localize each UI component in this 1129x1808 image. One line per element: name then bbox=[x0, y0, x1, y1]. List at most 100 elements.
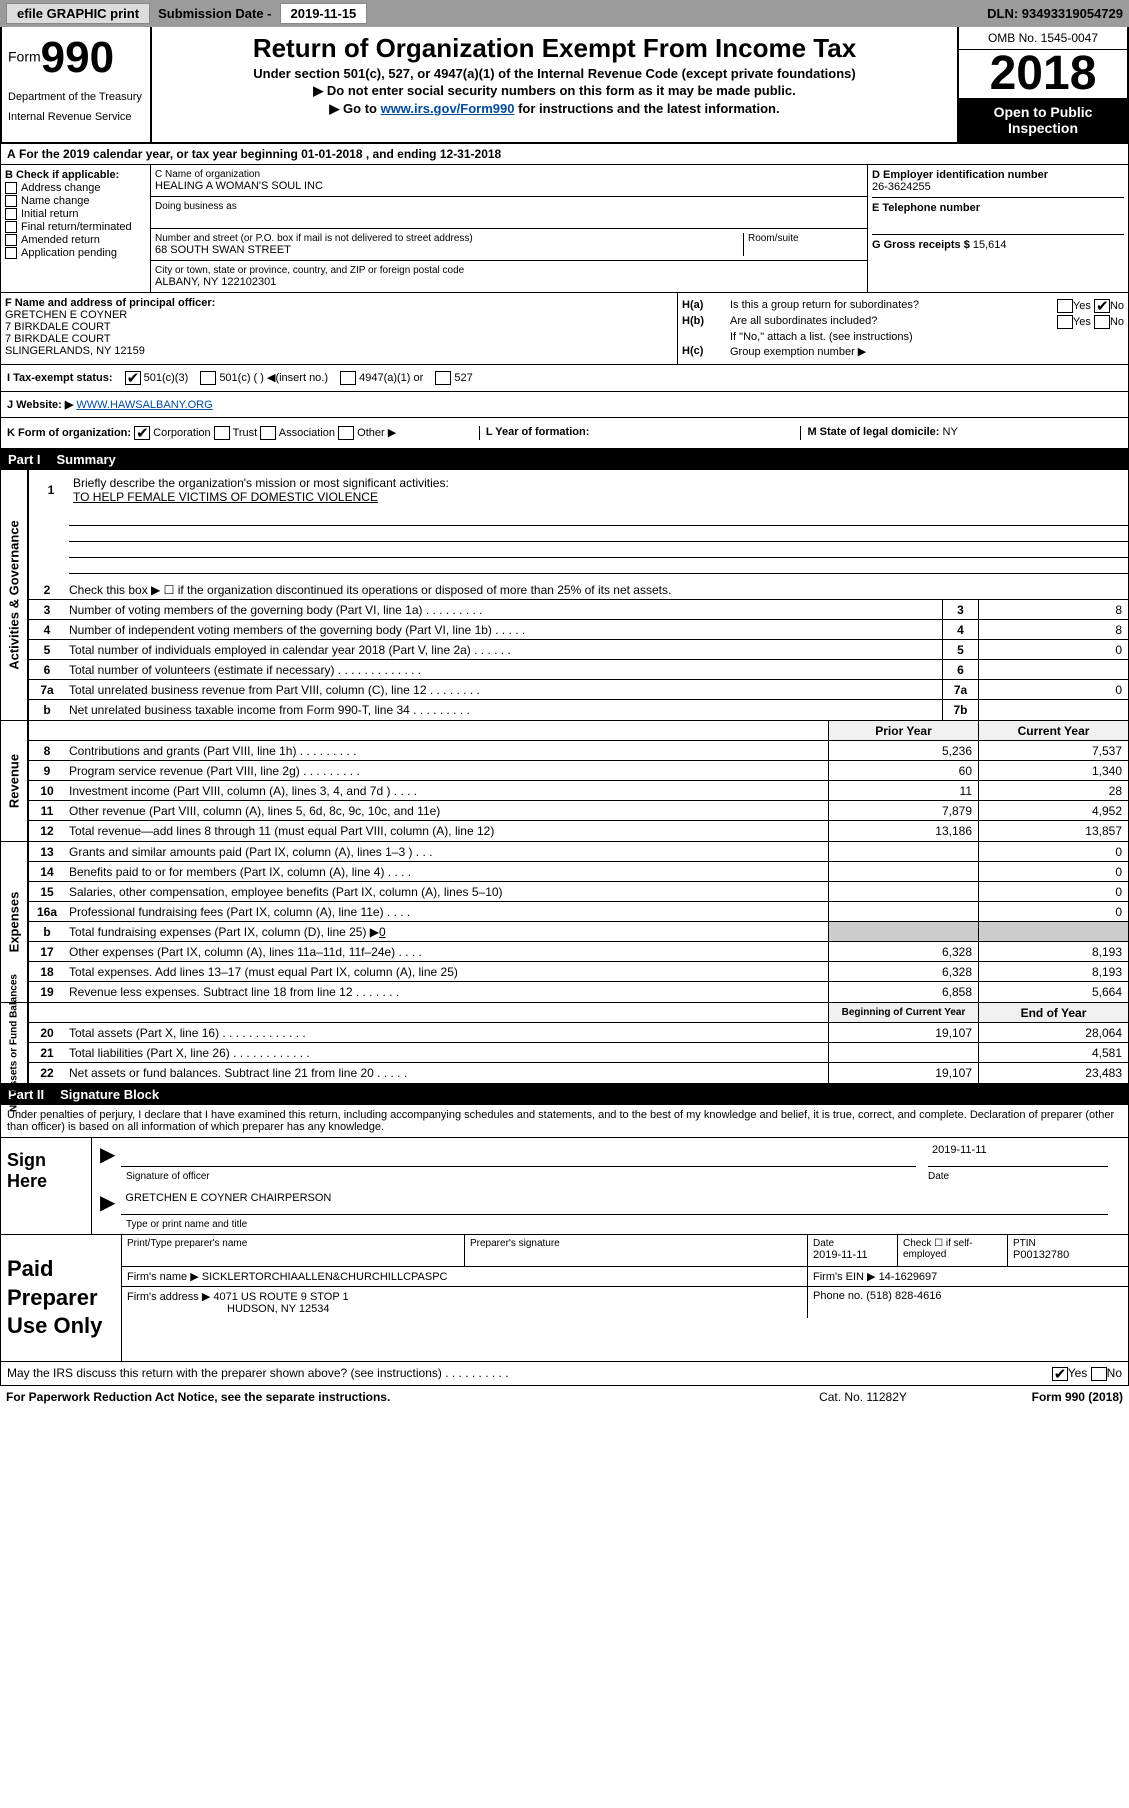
discuss-yesno[interactable]: Yes No bbox=[1052, 1366, 1122, 1381]
rot-net-assets: Net Assets or Fund Balances bbox=[1, 1003, 29, 1083]
checkbox-icon bbox=[5, 234, 17, 246]
opt-527[interactable]: 527 bbox=[435, 371, 472, 385]
line-desc: Total number of volunteers (estimate if … bbox=[65, 661, 942, 679]
opt-text: Name change bbox=[21, 195, 90, 207]
line-desc: Number of independent voting members of … bbox=[65, 621, 942, 639]
form-number: Form990 bbox=[8, 33, 144, 83]
line-num: b bbox=[29, 700, 65, 720]
checkbox-icon bbox=[338, 426, 354, 440]
current-val: 8,193 bbox=[978, 942, 1128, 961]
d-ein-label: D Employer identification number bbox=[872, 169, 1124, 181]
ptin-val: P00132780 bbox=[1013, 1249, 1123, 1261]
yes-checkbox-icon bbox=[1057, 315, 1073, 329]
check-app-pending[interactable]: Application pending bbox=[5, 247, 146, 259]
line-num: 9 bbox=[29, 761, 65, 780]
prior-val: 6,858 bbox=[828, 982, 978, 1002]
line-num: 21 bbox=[29, 1043, 65, 1062]
check-name-change[interactable]: Name change bbox=[5, 195, 146, 207]
mission-line bbox=[69, 544, 1128, 558]
hb-yesno[interactable]: Yes No bbox=[1004, 315, 1124, 329]
checkbox-icon bbox=[214, 426, 230, 440]
k-trust[interactable]: Trust bbox=[214, 427, 258, 439]
line-box: 6 bbox=[942, 660, 978, 679]
k-other[interactable]: Other ▶ bbox=[338, 427, 396, 439]
part-i-header: Part I Summary bbox=[0, 449, 1129, 470]
sig-declaration: Under penalties of perjury, I declare th… bbox=[1, 1105, 1128, 1137]
summary-governance: Activities & Governance 1 Briefly descri… bbox=[0, 470, 1129, 721]
discuss-row: May the IRS discuss this return with the… bbox=[0, 1362, 1129, 1386]
k-assoc[interactable]: Association bbox=[260, 427, 335, 439]
col-prior: Prior Year bbox=[828, 721, 978, 740]
no-checkbox-icon bbox=[1091, 1367, 1107, 1381]
irs-link[interactable]: www.irs.gov/Form990 bbox=[381, 101, 515, 116]
check-initial-return[interactable]: Initial return bbox=[5, 208, 146, 220]
line-val: 8 bbox=[978, 600, 1128, 619]
end-val: 23,483 bbox=[978, 1063, 1128, 1083]
prep-date-label: Date bbox=[813, 1238, 892, 1249]
yes-text: Yes bbox=[1068, 1366, 1088, 1380]
row-a-text: For the 2019 calendar year, or tax year … bbox=[19, 147, 501, 161]
d-ein-val: 26-3624255 bbox=[872, 181, 1124, 193]
line-desc: Net assets or fund balances. Subtract li… bbox=[65, 1064, 828, 1082]
begin-val bbox=[828, 1043, 978, 1062]
summary-expenses: Expenses 13Grants and similar amounts pa… bbox=[0, 842, 1129, 1003]
prep-date-val: 2019-11-11 bbox=[813, 1249, 892, 1261]
form-ref: Form 990 (2018) bbox=[963, 1390, 1123, 1404]
line-val bbox=[978, 700, 1128, 720]
line-desc: Other expenses (Part IX, column (A), lin… bbox=[65, 943, 828, 961]
line-num: 11 bbox=[29, 801, 65, 820]
no-checkbox-icon bbox=[1094, 299, 1110, 313]
line-desc: Other revenue (Part VIII, column (A), li… bbox=[65, 802, 828, 820]
prep-self-emp[interactable]: Check ☐ if self-employed bbox=[898, 1235, 1008, 1266]
form-number-text: 990 bbox=[41, 33, 114, 82]
subtitle-3: ▶ Go to www.irs.gov/Form990 for instruct… bbox=[158, 101, 951, 117]
l16b-pre: Total fundraising expenses (Part IX, col… bbox=[69, 925, 379, 939]
line-num: 20 bbox=[29, 1023, 65, 1042]
line-num: 18 bbox=[29, 962, 65, 981]
prior-val bbox=[828, 902, 978, 921]
opt-text: Association bbox=[279, 427, 335, 439]
dept-treasury: Department of the Treasury bbox=[8, 91, 144, 103]
section-i-tax-status: I Tax-exempt status: 501(c)(3) 501(c) ( … bbox=[0, 365, 1129, 392]
h-note: If "No," attach a list. (see instruction… bbox=[730, 331, 1124, 343]
line-desc: Net unrelated business taxable income fr… bbox=[65, 701, 942, 719]
opt-501c3[interactable]: 501(c)(3) bbox=[125, 371, 189, 385]
k-corp[interactable]: Corporation bbox=[134, 427, 211, 439]
signature-field[interactable] bbox=[121, 1142, 916, 1167]
phone-val: (518) 828-4616 bbox=[866, 1290, 941, 1302]
efile-button[interactable]: efile GRAPHIC print bbox=[6, 3, 150, 24]
line-desc: Briefly describe the organization's miss… bbox=[73, 476, 1120, 490]
website-link[interactable]: WWW.HAWSALBANY.ORG bbox=[76, 399, 212, 411]
firm-name-val: SICKLERTORCHIAALLEN&CHURCHILLCPASPC bbox=[202, 1271, 448, 1283]
firm-addr-2: HUDSON, NY 12534 bbox=[227, 1303, 330, 1315]
sub3-post: for instructions and the latest informat… bbox=[514, 101, 779, 116]
no-checkbox-icon bbox=[1094, 315, 1110, 329]
b-title: B Check if applicable: bbox=[5, 169, 146, 181]
phone-label: Phone no. bbox=[813, 1290, 866, 1302]
line-num: 6 bbox=[29, 660, 65, 679]
line-desc: Total unrelated business revenue from Pa… bbox=[65, 681, 942, 699]
prior-val: 6,328 bbox=[828, 942, 978, 961]
officer-addr1: 7 BIRKDALE COURT bbox=[5, 321, 673, 333]
line-num: 19 bbox=[29, 982, 65, 1002]
line-box: 4 bbox=[942, 620, 978, 639]
firm-addr-1: 4071 US ROUTE 9 STOP 1 bbox=[213, 1291, 348, 1303]
c-addr-cell: Number and street (or P.O. box if mail i… bbox=[151, 229, 867, 261]
section-klm: K Form of organization: Corporation Trus… bbox=[0, 418, 1129, 449]
line-desc: Benefits paid to or for members (Part IX… bbox=[65, 863, 828, 881]
current-val: 1,340 bbox=[978, 761, 1128, 780]
opt-501c[interactable]: 501(c) ( ) ◀(insert no.) bbox=[200, 371, 328, 385]
sign-here-label: Sign Here bbox=[1, 1138, 91, 1234]
checkbox-icon bbox=[5, 221, 17, 233]
check-amended[interactable]: Amended return bbox=[5, 234, 146, 246]
check-address-change[interactable]: Address change bbox=[5, 182, 146, 194]
current-val: 5,664 bbox=[978, 982, 1128, 1002]
rot-text: Expenses bbox=[7, 892, 22, 953]
opt-text: 527 bbox=[454, 372, 472, 384]
opt-4947[interactable]: 4947(a)(1) or bbox=[340, 371, 423, 385]
check-final-return[interactable]: Final return/terminated bbox=[5, 221, 146, 233]
subtitle-1: Under section 501(c), 527, or 4947(a)(1)… bbox=[158, 66, 951, 81]
current-val: 13,857 bbox=[978, 821, 1128, 841]
ha-yesno[interactable]: Yes No bbox=[1004, 299, 1124, 313]
g-val: 15,614 bbox=[973, 239, 1007, 251]
